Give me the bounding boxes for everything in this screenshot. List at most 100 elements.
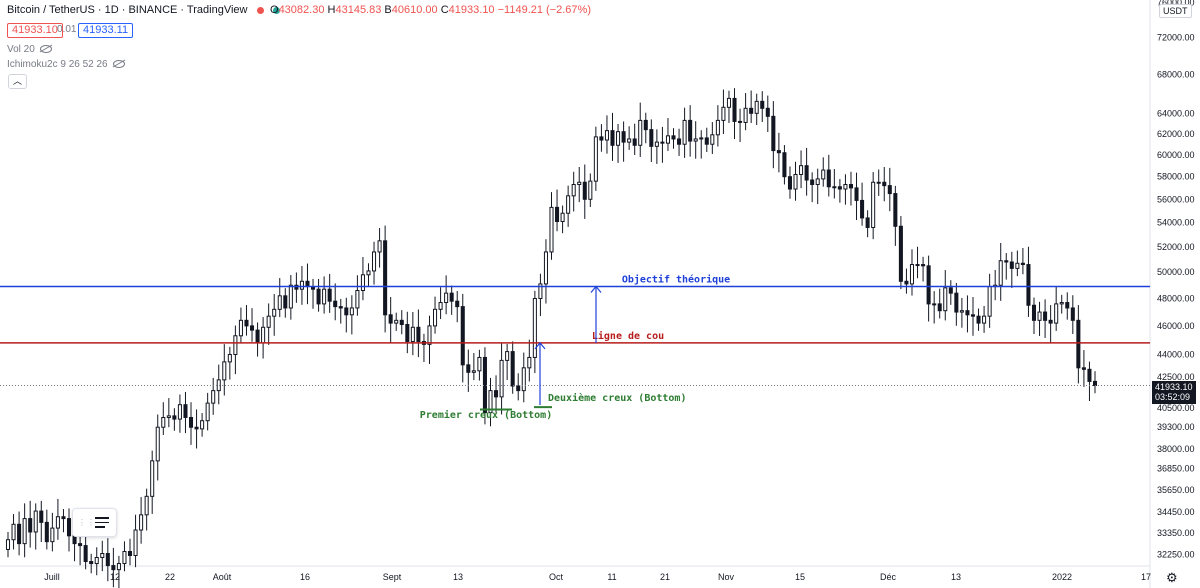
candle (776, 132, 781, 173)
candle (527, 339, 532, 382)
candle (1009, 251, 1014, 288)
candle (255, 322, 260, 357)
symbol-dot (256, 6, 264, 14)
pattern-height-arrow[interactable] (534, 341, 546, 406)
open-value: 43082.30 (278, 4, 325, 16)
y-tick-label: 50000.00 (1157, 267, 1195, 277)
candle (22, 503, 27, 558)
chart-header: Bitcoin / TetherUS · 1D · BINANCE · Trad… (7, 4, 280, 16)
candle (399, 310, 404, 335)
y-tick-label: 39300.00 (1157, 422, 1195, 432)
y-tick-label: 48000.00 (1157, 294, 1195, 304)
ichimoku-indicator[interactable]: Ichimoku2c 9 26 52 26 (7, 59, 125, 70)
low-label: B (384, 4, 392, 16)
candle (11, 514, 16, 550)
candle (355, 275, 360, 316)
x-tick-label: 2022 (1052, 572, 1072, 582)
candle (965, 295, 970, 333)
eye-hidden-icon[interactable] (112, 60, 125, 69)
candle (172, 408, 177, 431)
x-tick-label: 13 (453, 572, 463, 582)
candle (976, 308, 981, 331)
candle (738, 108, 743, 143)
candle (948, 280, 953, 305)
y-tick-label: 68000.00 (1157, 69, 1195, 79)
candle (1020, 248, 1025, 275)
candle (749, 90, 754, 124)
candle (904, 268, 909, 294)
candle (410, 312, 415, 356)
candle (55, 498, 60, 540)
candle (771, 101, 776, 169)
candle (959, 297, 964, 328)
bid-price-box[interactable]: 41933.10 (7, 23, 63, 38)
candle (471, 353, 476, 381)
candle (837, 179, 842, 203)
candle (566, 185, 571, 227)
y-tick-label: 76000.00 (1157, 0, 1195, 8)
close-label: C (440, 4, 449, 16)
candle (1054, 286, 1059, 331)
y-tick-label: 46000.00 (1157, 321, 1195, 331)
candle (144, 488, 149, 531)
candle (865, 210, 870, 238)
candle (1031, 297, 1037, 334)
candle (660, 126, 665, 163)
candle (455, 290, 460, 323)
high-label: H (327, 4, 336, 16)
candle (643, 112, 648, 144)
candle (477, 349, 482, 381)
candle (122, 541, 127, 572)
y-tick-label: 58000.00 (1157, 172, 1195, 182)
candle (882, 166, 887, 202)
candle (283, 288, 288, 318)
y-tick-label: 60000.00 (1157, 150, 1195, 160)
low-value: 40610.00 (391, 4, 438, 16)
candle (516, 373, 521, 401)
candle (105, 538, 110, 582)
candle (288, 275, 293, 320)
candle (1070, 295, 1075, 334)
candle (571, 171, 576, 212)
currency-label[interactable]: USDT (1159, 4, 1192, 18)
candle (116, 555, 121, 588)
candle (909, 249, 915, 296)
candle (299, 266, 304, 305)
candle (1081, 350, 1086, 387)
candle (277, 278, 282, 318)
candle (715, 105, 720, 147)
candle (649, 119, 654, 162)
drawing-toolbar[interactable]: ⋮⋮ (72, 508, 117, 537)
projection-arrow[interactable] (590, 285, 602, 343)
symbol-title[interactable]: Bitcoin / TetherUS · 1D · BINANCE · Trad… (7, 4, 248, 17)
candle (682, 107, 687, 158)
candle (166, 398, 171, 428)
candle (133, 514, 138, 568)
gear-icon[interactable]: ⚙ (1166, 570, 1178, 585)
ask-price-box[interactable]: 41933.11 (78, 23, 134, 38)
candle (1059, 294, 1064, 314)
candle (693, 121, 698, 159)
candle (421, 333, 426, 362)
candle (588, 173, 593, 208)
candle (832, 168, 837, 199)
candle (810, 172, 815, 203)
candle (782, 145, 787, 185)
bottom1-label: Premier creux (Bottom) (420, 409, 552, 421)
candle (821, 157, 826, 187)
x-tick-label: 11 (607, 572, 616, 582)
x-tick-label: 12 (110, 572, 120, 582)
candle (416, 309, 421, 358)
volume-indicator[interactable]: Vol 20 (7, 44, 52, 55)
change-value: −1149.21 (−2.67%) (497, 4, 591, 16)
eye-hidden-icon[interactable] (39, 45, 52, 54)
drag-handle-icon[interactable]: ⋮⋮ (78, 518, 96, 527)
candle (688, 105, 693, 157)
candle (211, 377, 216, 415)
candle (871, 172, 876, 240)
collapse-legend-button[interactable]: ︿ (8, 74, 27, 89)
candle (970, 297, 976, 336)
x-tick-label: Oct (549, 572, 564, 582)
menu-lines-icon[interactable] (95, 517, 109, 528)
